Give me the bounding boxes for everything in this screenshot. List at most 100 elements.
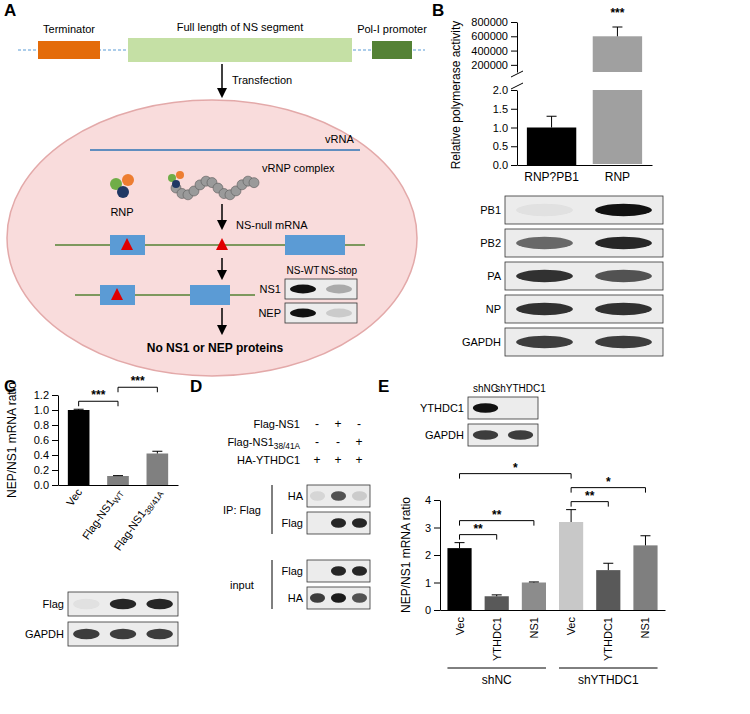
blot-strip bbox=[468, 424, 538, 446]
blot-band bbox=[516, 270, 573, 282]
blot-band bbox=[595, 270, 652, 282]
bar bbox=[147, 454, 169, 486]
x-tick-label: YTHDC1 bbox=[602, 617, 614, 661]
cell bbox=[7, 100, 417, 376]
blot-strip bbox=[468, 397, 538, 419]
exon-box bbox=[190, 285, 230, 305]
rnp-subunit bbox=[122, 174, 134, 186]
stop-codon bbox=[121, 238, 133, 250]
error-stem bbox=[571, 510, 572, 522]
group-label: shNC bbox=[482, 673, 512, 687]
label-main: HA-YTHDC1 bbox=[237, 454, 300, 466]
bar bbox=[68, 410, 90, 485]
blot-strip bbox=[505, 262, 663, 290]
blot-band bbox=[310, 518, 325, 528]
panel-e: shNCshYTHDC1YTHDC1GAPDH bbox=[420, 383, 546, 446]
plot-area bbox=[447, 510, 657, 610]
tick-label: 0.6 bbox=[34, 434, 49, 446]
bar bbox=[593, 90, 642, 164]
blot-band bbox=[290, 309, 316, 318]
error-bar bbox=[113, 475, 123, 476]
condition-label: Flag-NS138/41A bbox=[227, 436, 300, 451]
stop-codon bbox=[216, 238, 228, 250]
y-axis: 01234 bbox=[425, 494, 441, 616]
blot-strip bbox=[68, 592, 178, 616]
tick-mark bbox=[511, 90, 517, 91]
panel-d: Flag-NS1-+-Flag-NS138/41A--+HA-YTHDC1+++… bbox=[223, 417, 370, 609]
x-tick-label: Flag-NS138/41A bbox=[111, 486, 165, 554]
y-tick: 400000 bbox=[471, 45, 517, 57]
tick-label: 2.0 bbox=[493, 84, 508, 96]
bar bbox=[522, 583, 546, 611]
error-cap bbox=[113, 475, 123, 476]
blot-band bbox=[146, 599, 172, 610]
blot-band bbox=[326, 285, 352, 294]
bar bbox=[596, 570, 620, 610]
blot-strip bbox=[285, 303, 357, 323]
blot-band bbox=[146, 629, 172, 640]
condition-label: HA-YTHDC1 bbox=[237, 454, 300, 466]
blot-band bbox=[331, 566, 346, 576]
x-tick-label: RNP?PB1 bbox=[524, 170, 579, 184]
label-main: NS1 bbox=[528, 617, 540, 638]
blot-band bbox=[310, 593, 325, 603]
tick-mark bbox=[434, 555, 440, 556]
y-axis-title: NEP/NS1 mRNA ratio bbox=[399, 497, 413, 613]
blot-band bbox=[508, 430, 533, 440]
step-label: Transfection bbox=[232, 74, 292, 86]
blot-strip bbox=[505, 328, 663, 356]
axis-line bbox=[517, 23, 518, 73]
label-main: Flag-NS1 bbox=[111, 508, 147, 553]
error-cap bbox=[152, 451, 162, 452]
blot-row-label: HA bbox=[288, 490, 304, 502]
y-tick: 0.4 bbox=[34, 449, 58, 461]
bar bbox=[593, 36, 642, 72]
exon-box bbox=[110, 235, 145, 255]
significance-label: ** bbox=[492, 508, 502, 522]
tick-label: 0.5 bbox=[493, 140, 508, 152]
blot-band bbox=[352, 518, 367, 528]
figure-svg: ABCDETerminatorFull length of NS segment… bbox=[0, 0, 750, 714]
blot-row-label: NEP bbox=[258, 307, 281, 319]
blot-strip bbox=[505, 229, 663, 257]
blot-row-label: GAPDH bbox=[425, 429, 464, 441]
error-bar bbox=[603, 563, 613, 570]
blot-band bbox=[110, 599, 136, 610]
x-tick-label: Vec bbox=[64, 486, 85, 508]
vrnp-polymerase bbox=[172, 180, 180, 188]
condition-mark: + bbox=[355, 453, 362, 467]
blot-strip bbox=[307, 485, 370, 507]
error-stem bbox=[645, 536, 646, 546]
condition-mark: - bbox=[315, 417, 319, 431]
x-tick-label: NS1 bbox=[639, 617, 651, 638]
error-cap bbox=[603, 563, 613, 564]
blot-row-label: NP bbox=[486, 303, 501, 315]
label-subscript: WT bbox=[111, 490, 126, 506]
y-tick: 1.0 bbox=[493, 122, 517, 134]
lane-label: NS-WT bbox=[287, 265, 320, 276]
error-bar bbox=[566, 510, 576, 522]
condition-mark: + bbox=[334, 417, 341, 431]
blot-band bbox=[473, 403, 498, 413]
x-tick-label: YTHDC1 bbox=[491, 617, 503, 661]
panel-label: D bbox=[190, 377, 202, 396]
label-main: Vec bbox=[64, 486, 85, 508]
blot-band bbox=[473, 430, 498, 440]
error-cap bbox=[74, 409, 84, 410]
blot-strip bbox=[307, 512, 370, 534]
blot-band bbox=[352, 593, 367, 603]
significance-label: ** bbox=[585, 489, 595, 503]
error-bar bbox=[547, 116, 557, 127]
tick-mark bbox=[511, 165, 517, 166]
error-cap bbox=[547, 116, 557, 117]
section-bracket bbox=[272, 485, 273, 534]
blot-strip bbox=[307, 587, 370, 609]
error-stem bbox=[617, 27, 618, 36]
tick-mark bbox=[52, 410, 58, 411]
tick-label: 3 bbox=[425, 522, 431, 534]
blot-band bbox=[73, 599, 99, 610]
axis-line bbox=[58, 396, 59, 486]
tick-mark bbox=[511, 109, 517, 110]
group-line bbox=[447, 668, 546, 669]
blot-row-label: Flag bbox=[282, 517, 303, 529]
